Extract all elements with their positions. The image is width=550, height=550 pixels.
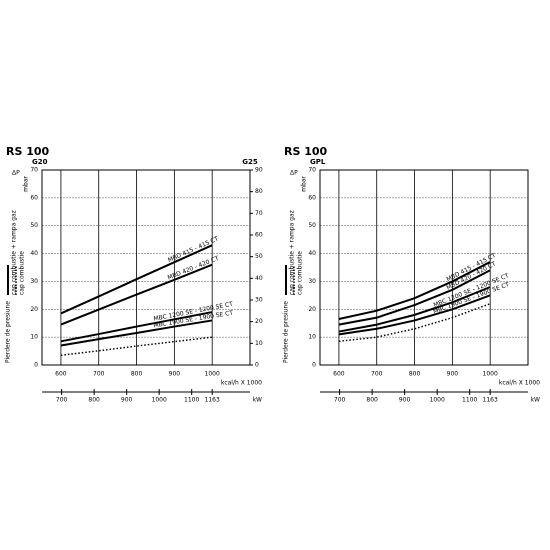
x-label: kcal/h X 1000 [221, 380, 262, 387]
x2-tick-label: 800 [366, 397, 378, 404]
y-tick-label: 60 [30, 194, 38, 201]
y2-tick-label: 0 [255, 362, 259, 369]
legend-label: cap combustie [19, 251, 26, 295]
y-tick-label: 10 [308, 334, 316, 341]
x2-tick-label: 1163 [483, 397, 498, 404]
x2-tick-label: 1100 [184, 397, 199, 404]
chart-title: RS 100 [6, 145, 50, 158]
plot-frame [41, 169, 251, 366]
x2-tick-label: 1100 [462, 397, 477, 404]
x2-label: kW [253, 397, 262, 404]
y2-tick-label: 30 [255, 297, 263, 304]
y-label: Pierdere de presiune [283, 301, 290, 363]
x2-tick-label: 700 [334, 397, 346, 404]
x-tick-label: 700 [371, 371, 383, 378]
y-label: Pierdere de presiune [5, 301, 12, 363]
x-tick-label: 1000 [483, 371, 498, 378]
y-label-top: ΔP [12, 170, 20, 177]
x2-label: kW [531, 397, 540, 404]
y-tick-label: 30 [308, 278, 316, 285]
y2-tick-label: 90 [255, 167, 263, 174]
line [338, 261, 491, 321]
gas-label: GPL [310, 158, 326, 166]
y2-tick-label: 70 [255, 210, 263, 217]
x2-tick-label: 1163 [205, 397, 220, 404]
x-tick-label: 600 [333, 371, 345, 378]
y-tick-label: 20 [308, 306, 316, 313]
x-label: kcal/h X 1000 [499, 380, 540, 387]
y-tick-label: 0 [312, 362, 316, 369]
x2-tick-label: 1000 [152, 397, 167, 404]
legend-label: cap combustie [297, 251, 304, 295]
y2-gas-label: G25 [242, 158, 258, 166]
y2-tick-label: 60 [255, 232, 263, 239]
legend-label: cap combustie + rampa gaz [289, 210, 296, 295]
y-tick-label: 40 [308, 250, 316, 257]
line [338, 269, 491, 326]
gas-label: G20 [32, 158, 48, 166]
line [338, 286, 491, 333]
y-tick-label: 60 [308, 194, 316, 201]
y-tick-label: 30 [30, 278, 38, 285]
dotted-line [60, 336, 213, 356]
x-tick-label: 700 [93, 371, 105, 378]
chart-title: RS 100 [284, 145, 328, 158]
y-tick-label: 20 [30, 306, 38, 313]
y-tick-label: 10 [30, 334, 38, 341]
x-tick-label: 600 [55, 371, 67, 378]
y-tick-label: 50 [30, 222, 38, 229]
x-tick-label: 900 [447, 371, 459, 378]
line [60, 244, 213, 315]
plot-frame [319, 169, 529, 366]
y2-tick-label: 10 [255, 340, 263, 347]
x2-tick-label: 800 [88, 397, 100, 404]
legend-label: cap combustie + rampa gaz [11, 210, 18, 295]
x2-tick-label: 1000 [430, 397, 445, 404]
line [60, 319, 213, 347]
x-tick-label: 800 [131, 371, 143, 378]
y-tick-label: 50 [308, 222, 316, 229]
dotted-line [338, 303, 491, 343]
x-tick-label: 900 [169, 371, 181, 378]
x-tick-label: 800 [409, 371, 421, 378]
y-label-top: ΔP [290, 170, 298, 177]
line [60, 311, 213, 343]
y-unit: mbar [301, 176, 308, 192]
x2-tick-label: 700 [56, 397, 68, 404]
y-tick-label: 0 [34, 362, 38, 369]
y2-tick-label: 50 [255, 253, 263, 260]
y2-tick-label: 40 [255, 275, 263, 282]
y2-tick-label: 80 [255, 188, 263, 195]
x2-tick-label: 900 [121, 397, 133, 404]
line [60, 263, 213, 326]
x2-tick-label: 900 [399, 397, 411, 404]
line [338, 294, 491, 336]
y-tick-label: 70 [308, 167, 316, 174]
y-tick-label: 40 [30, 250, 38, 257]
y-tick-label: 70 [30, 167, 38, 174]
y2-tick-label: 20 [255, 318, 263, 325]
y-unit: mbar [23, 176, 30, 192]
x-tick-label: 1000 [205, 371, 220, 378]
